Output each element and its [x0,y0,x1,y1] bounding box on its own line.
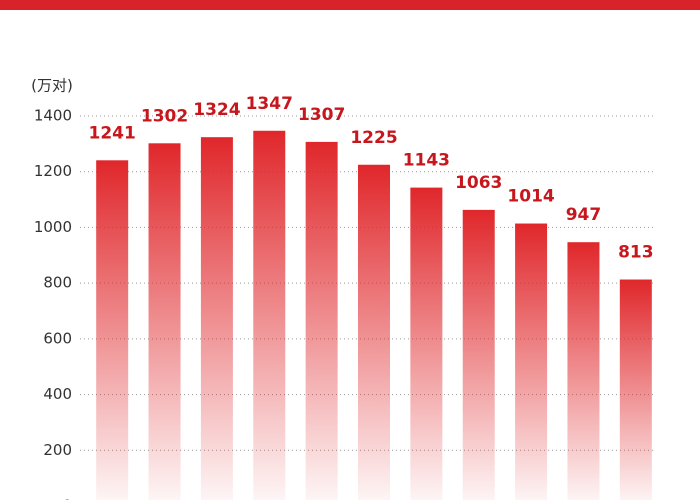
value-label: 813 [618,243,654,263]
y-tick-label: 400 [43,385,72,403]
value-label: 1302 [141,106,188,126]
value-label: 1063 [455,173,502,193]
bar [305,141,338,500]
bar [462,209,495,500]
y-tick-label: 1000 [34,218,72,236]
y-tick-label: 200 [43,441,72,459]
y-axis-label: (万对) [31,77,73,95]
bar [515,223,548,500]
value-label: 1014 [507,187,554,207]
y-tick-label: 1400 [34,107,72,125]
value-label: 1347 [246,94,293,114]
top-banner [0,0,700,10]
value-label: 1143 [403,151,450,171]
bar [96,160,129,500]
y-tick-label: 600 [43,329,72,347]
value-label: 947 [566,205,602,225]
bar [200,137,233,500]
bar [253,130,286,500]
bar [358,164,390,500]
value-label: 1324 [193,100,240,120]
value-label: 1225 [350,128,397,148]
bar [148,143,181,500]
value-label: 1241 [89,123,136,143]
y-tick-label: 800 [43,274,72,292]
bar [410,187,443,500]
bar [619,279,652,500]
y-tick-label: 0 [62,497,72,500]
y-tick-label: 1200 [34,162,72,180]
bar [567,242,600,500]
value-label: 1307 [298,105,345,125]
